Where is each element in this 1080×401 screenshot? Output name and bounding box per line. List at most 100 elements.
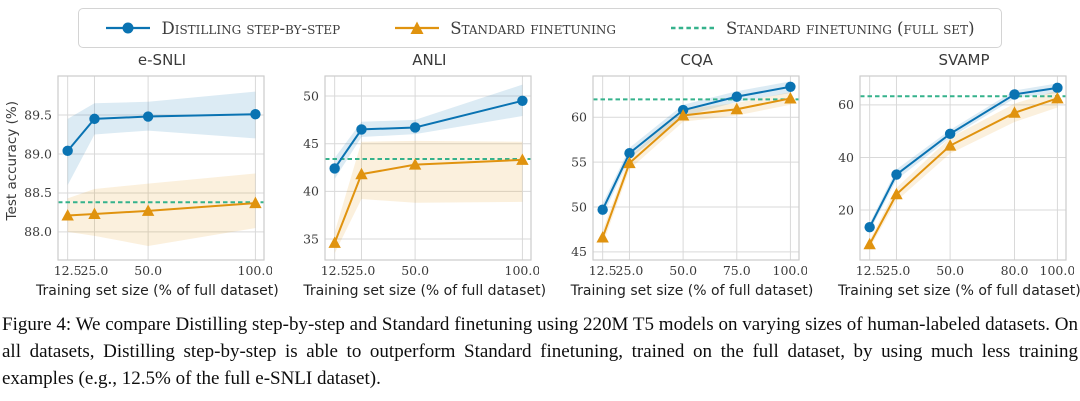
data-point [890, 187, 903, 200]
data-point [944, 128, 956, 140]
y-tick-label: 60 [838, 97, 854, 112]
data-point [328, 236, 342, 248]
chart-svamp: SVAMP 12.5 25.0 50.0 80.0 100.0 20 40 60 Traini… [824, 50, 1080, 302]
data-point [597, 204, 608, 215]
x-tick-label: 50.0 [669, 263, 697, 278]
data-point [1009, 89, 1020, 100]
data-point [730, 102, 743, 115]
series-line [66, 113, 256, 152]
y-tick-label: 40 [838, 150, 854, 165]
x-tick-label: 12.5 [321, 263, 349, 278]
x-tick-label: 25.0 [348, 263, 376, 278]
x-axis-label-cqa: Training set size (% of full dataset) [570, 283, 814, 299]
y-tick-label: 55 [571, 154, 587, 169]
y-axis-label: Test accuracy (%) [4, 101, 20, 221]
y-tick-label: 50 [571, 199, 587, 214]
data-point [61, 209, 74, 221]
confidence-band [67, 91, 256, 186]
x-tick-label: 25.0 [883, 263, 911, 278]
data-point [142, 111, 154, 122]
legend-item-standard: Standard finetuning [394, 19, 616, 38]
line-circle-marker-icon [106, 22, 151, 34]
plot-border [57, 75, 265, 261]
x-tick-label: 50.0 [134, 263, 162, 278]
chart-esnli: Test accuracy (%) e-SNLI 12.5 25.0 50.0 100… [2, 50, 279, 302]
y-tick-label: 45 [571, 244, 587, 259]
data-point [1052, 82, 1063, 94]
x-tick-label: 100.0 [238, 263, 272, 278]
data-point [623, 147, 635, 159]
confidence-band [869, 90, 1058, 249]
x-tick-label: 75.0 [723, 263, 751, 278]
x-tick-label: 12.5 [54, 263, 82, 278]
confidence-band [602, 92, 791, 245]
y-tick-label: 88.5 [24, 185, 52, 200]
chart-cqa: CQA 12.5 25.0 50.0 75.0 100.0 45 50 55 60 Traini… [557, 50, 814, 302]
legend-label-fullset: Standard finetuning (full set) [726, 18, 975, 38]
data-point [329, 163, 341, 174]
data-point [863, 237, 876, 250]
chart-title-svamp: SVAMP [938, 51, 990, 69]
x-tick-label: 12.5 [588, 263, 616, 278]
chart-title-cqa: CQA [680, 51, 713, 69]
series-line [334, 158, 523, 244]
plot-border [324, 75, 532, 261]
chart-anli: ANLI 12.5 25.0 50.0 100.0 35 40 45 50 Training … [289, 50, 547, 302]
y-tick-label: 89.0 [24, 146, 52, 161]
legend-label-distilling: Distilling step-by-step [161, 18, 341, 38]
y-tick-label: 88.0 [24, 224, 52, 239]
legend-wrap: Distilling step-by-step Standard finetun… [0, 0, 1080, 48]
x-axis-label-svamp: Training set size (% of full dataset) [837, 283, 1080, 299]
y-tick-label: 35 [303, 231, 319, 246]
x-tick-label: 25.0 [81, 263, 109, 278]
data-point [88, 207, 101, 219]
confidence-band [602, 81, 791, 217]
data-point [676, 109, 689, 121]
dashed-line-icon [671, 26, 715, 30]
y-tick-label: 50 [303, 88, 319, 103]
data-point [516, 153, 529, 165]
data-point [731, 91, 742, 102]
y-tick-label: 45 [303, 136, 319, 151]
legend-item-fullset: Standard finetuning (full set) [670, 19, 975, 38]
charts-row: Test accuracy (%) e-SNLI 12.5 25.0 50.0 100… [0, 48, 1080, 302]
plot-esnli: 12.525.0 50.0 100.0 88.0 88.5 89.0 89.5 [24, 75, 272, 278]
confidence-band [334, 84, 523, 179]
data-point [517, 95, 528, 106]
line-triangle-marker-icon [395, 21, 440, 34]
data-point [1008, 106, 1021, 118]
figure-caption: Figure 4: We compare Distilling step-by-… [2, 314, 1078, 389]
data-point [62, 145, 73, 157]
confidence-band [334, 140, 523, 254]
y-tick-label: 60 [571, 110, 587, 125]
data-point [356, 124, 368, 135]
x-tick-label: 25.0 [615, 263, 643, 278]
legend: Distilling step-by-step Standard finetun… [78, 8, 1002, 48]
x-tick-label: 80.0 [1001, 263, 1029, 278]
legend-label-standard: Standard finetuning [450, 18, 616, 38]
legend-item-distilling: Distilling step-by-step [105, 19, 340, 38]
data-point [355, 167, 369, 180]
series-line [67, 202, 256, 217]
data-point [864, 221, 875, 233]
data-point [783, 92, 797, 104]
data-point [943, 139, 957, 151]
x-tick-label: 100.0 [1040, 263, 1074, 278]
data-point [250, 109, 261, 120]
plot-cqa: 12.525.0 50.0 75.0 100.0 45 50 55 60 [571, 75, 807, 278]
plot-border [859, 75, 1067, 261]
x-tick-label: 100.0 [505, 263, 539, 278]
data-point [249, 196, 262, 209]
series-line [334, 99, 523, 170]
chart-title-esnli: e-SNLI [137, 51, 187, 69]
data-point [784, 81, 796, 92]
x-axis-label-anli: Training set size (% of full dataset) [303, 283, 547, 299]
x-tick-label: 50.0 [936, 263, 964, 278]
y-tick-label: 20 [838, 202, 854, 217]
data-point [89, 113, 100, 125]
data-point [1051, 91, 1064, 104]
x-tick-label: 12.5 [856, 263, 884, 278]
x-tick-label: 100.0 [772, 263, 806, 278]
plot-anli: 12.525.0 50.0 100.0 35 40 45 50 [303, 75, 539, 278]
